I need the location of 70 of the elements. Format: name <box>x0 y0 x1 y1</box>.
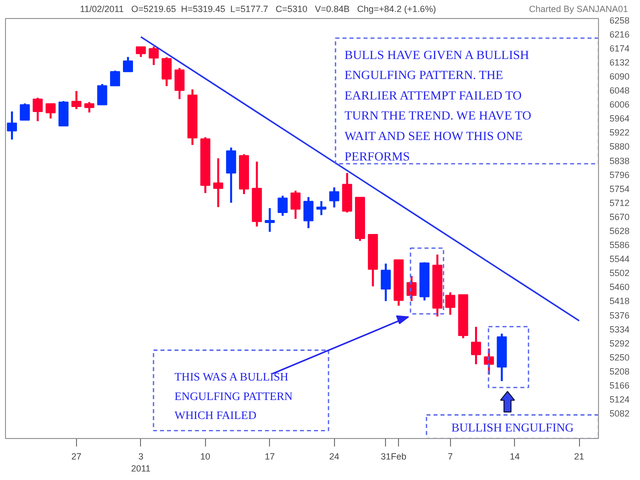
y-tick-label: 5250 <box>610 352 630 362</box>
candlestick <box>84 101 94 114</box>
y-tick-label: 5670 <box>610 212 630 222</box>
candlestick <box>226 146 236 204</box>
candlestick <box>264 207 275 233</box>
x-tick-label: 24 <box>329 452 340 462</box>
x-tick-label: 7 <box>448 452 453 462</box>
y-tick-label: 5964 <box>610 114 630 124</box>
x-tick-label: 17 <box>264 452 275 462</box>
annotation: BULLISH ENGULFING <box>451 420 574 435</box>
candlestick <box>406 274 417 302</box>
y-tick-label: 6216 <box>610 29 630 40</box>
y-tick-label: 5796 <box>610 170 630 180</box>
y-tick-label: 5628 <box>610 226 630 236</box>
y-tick-label: 5376 <box>610 310 630 320</box>
x-tick-label: 31 <box>380 452 391 462</box>
x-tick-label: 14 <box>510 452 520 462</box>
candlestick <box>380 262 391 302</box>
y-tick-label: 6090 <box>610 72 630 82</box>
x-tick-label: 21 <box>574 452 584 462</box>
y-tick-label: 5208 <box>610 366 630 376</box>
y-tick-label: 5922 <box>610 128 630 138</box>
text: Charted By SANJANA01 <box>528 3 628 16</box>
y-tick-label: 5124 <box>610 394 630 405</box>
chart-title: 11/02/2011 O=5219.65 H=5319.45 L=5177.7 C=5310 V=0.84B Chg=+84.2 (+1.6%) <box>79 3 436 16</box>
candlestick <box>290 190 301 220</box>
y-tick-label: 5460 <box>610 282 630 292</box>
candlestick <box>471 326 482 366</box>
candlestick <box>148 46 159 66</box>
y-tick-label: 5292 <box>610 338 630 348</box>
candlestick <box>97 83 108 106</box>
annotation: THIS WAS A BULLISH ENGULFING PATTERN WHICH FAILED <box>174 372 294 422</box>
y-tick-label: 6174 <box>610 43 630 54</box>
candlestick <box>6 110 17 141</box>
candlestick <box>162 56 172 88</box>
annotation: BULLS HAVE GIVEN A BULLISH ENGULFING PATTERN. THE EARLIER ATTEMPT FAILED TO TURN THE TREND. WE HAVE TO WAIT AND SEE HOW THIS ONE PERFORMS <box>344 48 532 164</box>
candlestick <box>445 291 456 316</box>
candlestick <box>71 90 82 110</box>
x-tick-label: 27 <box>71 452 82 462</box>
candlestick <box>303 196 314 230</box>
y-tick-label: 5754 <box>610 184 630 194</box>
y-tick-label: 5838 <box>610 156 630 166</box>
x-tick-label: Feb <box>390 452 406 462</box>
candlestick <box>213 157 224 208</box>
candlestick <box>329 186 340 208</box>
x-tick-label: 10 <box>200 452 210 462</box>
y-tick-label: 5166 <box>610 380 630 390</box>
candlestick <box>316 200 326 216</box>
y-tick-label: 6258 <box>610 15 630 26</box>
y-tick-label: 5544 <box>610 254 630 264</box>
candlestick <box>58 100 69 127</box>
y-tick-label: 5880 <box>610 142 630 152</box>
candlestick <box>136 46 146 58</box>
y-tick-label: 5712 <box>610 198 630 208</box>
x-tick-label: 3 2011 <box>131 452 151 474</box>
y-tick-label: 5586 <box>610 240 630 250</box>
y-tick-label: 5334 <box>610 324 630 334</box>
y-tick-label: 6006 <box>610 100 630 110</box>
y-tick-label: 5502 <box>610 268 630 278</box>
candlestick <box>32 96 43 122</box>
candlestick <box>20 102 30 122</box>
candlestick <box>174 66 185 100</box>
candlestick <box>46 102 56 120</box>
candlestick <box>278 194 288 217</box>
candlestick <box>122 56 133 73</box>
y-tick-label: 6132 <box>610 57 630 68</box>
candlestick <box>110 70 120 87</box>
y-tick-label: 5082 <box>610 408 630 419</box>
y-tick-label: 6048 <box>610 86 630 96</box>
y-tick-label: 5418 <box>610 296 630 306</box>
